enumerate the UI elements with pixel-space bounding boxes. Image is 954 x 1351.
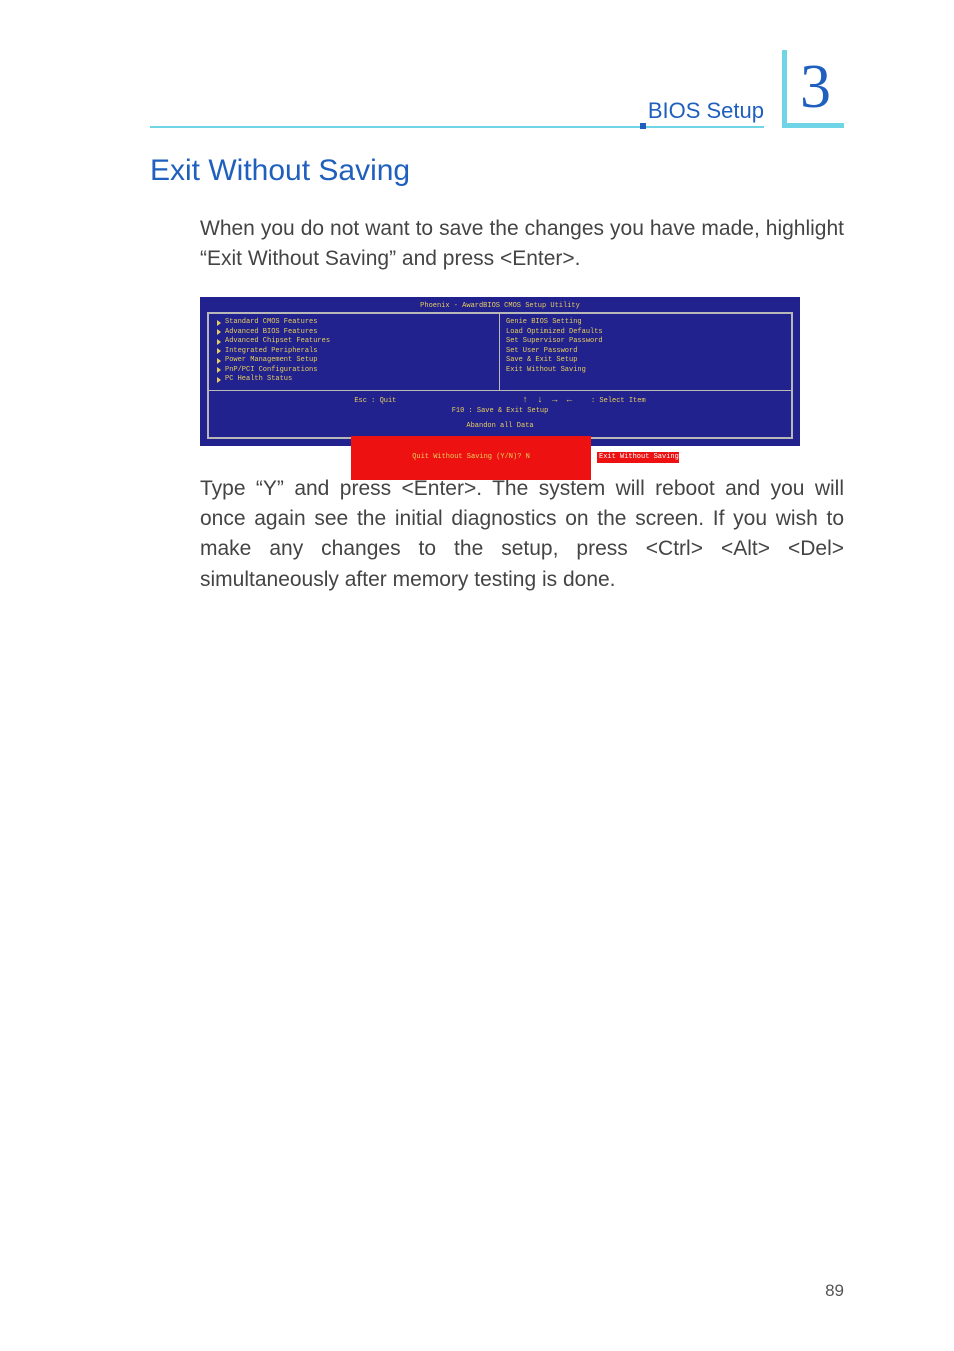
bios-menu-label: Set Supervisor Password [506,337,603,346]
chapter-number: 3 [800,56,831,118]
page-number: 89 [825,1281,844,1301]
highlighted-menu-item: Exit Without Saving [597,452,679,463]
bios-menu-item: Save & Exit Setup [506,356,785,365]
bios-screen: Phoenix - AwardBIOS CMOS Setup Utility S… [200,297,800,446]
page-header: BIOS Setup 3 [150,50,844,128]
bios-screenshot: Phoenix - AwardBIOS CMOS Setup Utility S… [200,297,844,446]
bios-menu-label: Integrated Peripherals [225,347,317,356]
dialog-line-1: Quit Without Saving (Y/N)? N [359,453,583,462]
bios-menu-label: Power Management Setup [225,356,317,365]
bios-menu-item: PnP/PCI Configurations [215,366,493,375]
highlight-label: Exit Without Saving [599,453,679,462]
bios-menu-label: PnP/PCI Configurations [225,366,317,375]
triangle-icon [217,377,221,383]
confirm-dialog: Quit Without Saving (Y/N)? N [351,436,591,480]
header-rule: BIOS Setup [150,90,764,128]
triangle-icon [217,339,221,345]
bios-footer: Esc : Quit ↑ ↓ → ← : Select Item F10 : S… [209,391,791,436]
arrow-keys-icon: ↑ ↓ → ← [522,395,574,405]
bios-menu-label: Load Optimized Defaults [506,328,603,337]
bios-menu-label: Advanced BIOS Features [225,328,317,337]
bios-frame: Standard CMOS FeaturesAdvanced BIOS Feat… [207,312,793,438]
bios-menu-item: Standard CMOS Features [215,318,493,327]
bios-menu-item: Set User Password [506,347,785,356]
triangle-icon [217,358,221,364]
bios-menu-item: Set Supervisor Password [506,337,785,346]
triangle-icon [217,329,221,335]
bios-menu-label: Standard CMOS Features [225,318,317,327]
bios-menu-item: Load Optimized Defaults [506,328,785,337]
bios-key-select: : Select Item [591,397,646,405]
bios-right-menu: Genie BIOS SettingLoad Optimized Default… [500,314,791,390]
bios-menu-label: Advanced Chipset Features [225,337,330,346]
bios-menu-label: Set User Password [506,347,577,356]
section-title: Exit Without Saving [150,154,844,188]
bios-menu-label: Save & Exit Setup [506,356,577,365]
chapter-number-box: 3 [782,50,844,128]
bios-menu-item: Power Management Setup [215,356,493,365]
bios-menu-area: Standard CMOS FeaturesAdvanced BIOS Feat… [209,314,791,391]
bios-keys-row-1: Esc : Quit ↑ ↓ → ← : Select Item [213,394,787,406]
followup-paragraph: Type “Y” and press <Enter>. The system w… [200,474,844,596]
triangle-icon [217,367,221,373]
bios-menu-item: Advanced Chipset Features [215,337,493,346]
bios-menu-item: Genie BIOS Setting [506,318,785,327]
header-dot-icon [640,123,646,129]
bios-key-quit: Esc : Quit [354,397,396,405]
bios-menu-item: Advanced BIOS Features [215,328,493,337]
triangle-icon [217,320,221,326]
intro-paragraph: When you do not want to save the changes… [200,214,844,275]
header-label: BIOS Setup [648,98,764,124]
triangle-icon [217,348,221,354]
bios-menu-label: Exit Without Saving [506,366,586,375]
bios-title: Phoenix - AwardBIOS CMOS Setup Utility [201,298,799,312]
bios-menu-label: PC Health Status [225,375,292,384]
bios-menu-item: Integrated Peripherals [215,347,493,356]
bios-menu-item: Exit Without Saving [506,366,785,375]
bios-footer-hint: Abandon all Data [213,422,787,431]
bios-menu-item: PC Health Status [215,375,493,384]
bios-keys-row-2: F10 : Save & Exit Setup [213,407,787,416]
bios-left-menu: Standard CMOS FeaturesAdvanced BIOS Feat… [209,314,500,390]
bios-menu-label: Genie BIOS Setting [506,318,582,327]
